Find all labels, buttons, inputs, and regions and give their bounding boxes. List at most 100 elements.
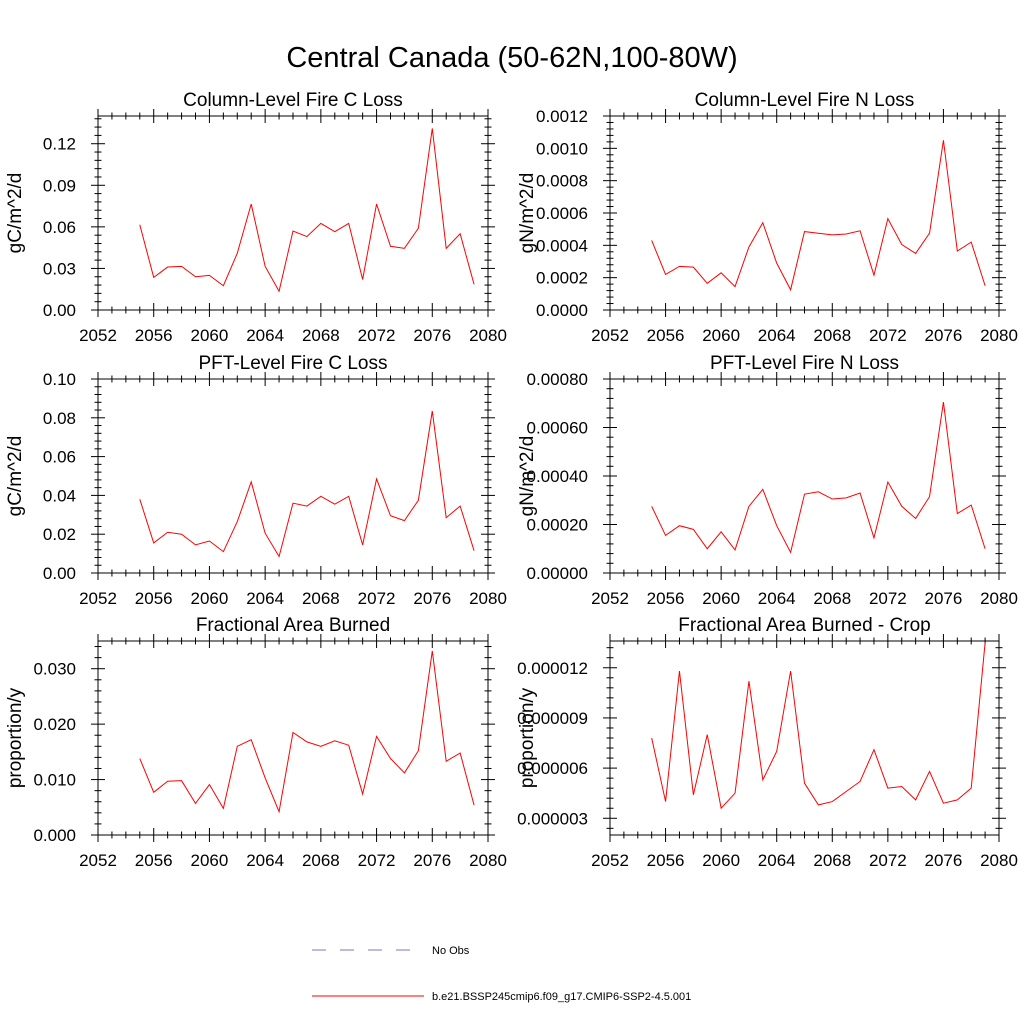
x-tick-label: 2072 [358, 326, 396, 345]
x-tick-label: 2072 [869, 326, 907, 345]
legend-label-model: b.e21.BSSP245cmip6.f09_g17.CMIP6-SSP2-4.… [432, 991, 691, 1003]
x-tick-label: 2060 [702, 589, 740, 608]
x-tick-label: 2068 [302, 589, 340, 608]
y-tick-label: 0.04 [43, 486, 76, 505]
y-tick-label: 0.0008 [536, 172, 588, 191]
y-tick-label: 0.0000 [536, 301, 588, 320]
series-line [651, 642, 986, 810]
y-tick-label: 0.010 [33, 771, 76, 790]
y-axis-label: gN/m^2/d [517, 173, 538, 254]
y-tick-label: 0.0002 [536, 269, 588, 288]
x-tick-label: 2056 [647, 589, 685, 608]
y-tick-label: 0.0004 [536, 236, 588, 255]
y-tick-label: 0.000003 [517, 809, 588, 828]
x-tick-label: 2068 [813, 851, 851, 870]
y-axis-label: gC/m^2/d [5, 436, 26, 517]
y-tick-label: 0.030 [33, 660, 76, 679]
y-tick-label: 0.000 [33, 826, 76, 845]
x-tick-label: 2064 [758, 326, 796, 345]
y-tick-label: 0.09 [43, 176, 76, 195]
x-tick-label: 2056 [135, 851, 173, 870]
y-tick-label: 0.10 [43, 370, 76, 389]
x-tick-label: 2080 [980, 326, 1018, 345]
panel-title: PFT-Level Fire N Loss [710, 353, 899, 374]
x-tick-label: 2076 [413, 589, 451, 608]
panel-5: 2052 2056 2060 2064 2068 2072 2076 2080 0.000 0.0… [5, 615, 507, 870]
y-tick-label: 0.12 [43, 135, 76, 154]
x-tick-label: 2064 [246, 326, 284, 345]
x-tick-label: 2076 [925, 326, 963, 345]
legend-label-no-obs: No Obs [432, 945, 470, 957]
y-tick-label: 0.020 [33, 715, 76, 734]
panel-3: 2052 2056 2060 2064 2068 2072 2076 2080 0.00 0.02… [5, 353, 507, 608]
x-tick-label: 2080 [980, 589, 1018, 608]
x-tick-label: 2080 [469, 851, 507, 870]
panel-2: 2052 2056 2060 2064 2068 2072 2076 2080 0.0000 0.… [517, 90, 1018, 345]
plot-frame [609, 378, 1000, 574]
x-tick-label: 2056 [647, 326, 685, 345]
x-tick-label: 2052 [79, 326, 117, 345]
figure-title: Central Canada (50-62N,100-80W) [286, 42, 737, 74]
x-tick-label: 2056 [135, 589, 173, 608]
panel-title: Column-Level Fire N Loss [695, 90, 915, 111]
y-tick-label: 0.00080 [527, 370, 588, 389]
series-line [651, 140, 986, 292]
y-tick-label: 0.000006 [517, 759, 588, 778]
x-tick-label: 2064 [758, 589, 796, 608]
panel-title: Fractional Area Burned [196, 615, 390, 636]
x-tick-label: 2060 [702, 326, 740, 345]
y-tick-label: 0.00 [43, 564, 76, 583]
x-tick-label: 2080 [469, 326, 507, 345]
x-tick-label: 2068 [813, 326, 851, 345]
plot-frame [97, 378, 489, 574]
x-tick-label: 2060 [702, 851, 740, 870]
plot-frame [609, 640, 1000, 836]
panel-title: PFT-Level Fire C Loss [199, 353, 388, 374]
y-tick-label: 0.0006 [536, 204, 588, 223]
x-tick-label: 2076 [413, 326, 451, 345]
series-line [651, 401, 986, 554]
panel-title: Fractional Area Burned - Crop [678, 615, 930, 636]
x-tick-label: 2072 [869, 589, 907, 608]
x-tick-label: 2076 [413, 851, 451, 870]
x-tick-label: 2052 [79, 851, 117, 870]
x-tick-label: 2052 [591, 851, 629, 870]
x-tick-label: 2052 [79, 589, 117, 608]
x-tick-label: 2060 [191, 851, 229, 870]
series-line [139, 128, 475, 293]
x-tick-label: 2056 [135, 326, 173, 345]
y-tick-label: 0.03 [43, 259, 76, 278]
y-axis-label: proportion/y [517, 687, 538, 788]
series-line [139, 410, 475, 558]
x-tick-label: 2060 [191, 589, 229, 608]
x-tick-label: 2076 [925, 851, 963, 870]
y-axis-label: proportion/y [5, 687, 26, 788]
x-tick-label: 2068 [813, 589, 851, 608]
x-tick-label: 2064 [758, 851, 796, 870]
panels: 2052 2056 2060 2064 2068 2072 2076 2080 0.00 0.03… [5, 90, 1018, 870]
x-tick-label: 2068 [302, 851, 340, 870]
x-tick-label: 2072 [358, 589, 396, 608]
x-tick-label: 2072 [358, 851, 396, 870]
x-tick-label: 2080 [980, 851, 1018, 870]
y-axis-label: gC/m^2/d [5, 173, 26, 254]
x-tick-label: 2064 [246, 851, 284, 870]
x-tick-label: 2080 [469, 589, 507, 608]
x-tick-label: 2068 [302, 326, 340, 345]
x-tick-label: 2056 [647, 851, 685, 870]
panel-6: 2052 2056 2060 2064 2068 2072 2076 2080 0.000003… [517, 615, 1018, 870]
panel-4: 2052 2056 2060 2064 2068 2072 2076 2080 0.00000 0… [517, 353, 1018, 608]
y-tick-label: 0.000012 [517, 659, 588, 678]
y-tick-label: 0.0012 [536, 107, 588, 126]
x-tick-label: 2072 [869, 851, 907, 870]
y-tick-label: 0.00060 [527, 419, 588, 438]
x-tick-label: 2064 [246, 589, 284, 608]
y-tick-label: 0.000009 [517, 709, 588, 728]
series-line [139, 650, 475, 814]
y-tick-label: 0.00040 [527, 467, 588, 486]
panel-title: Column-Level Fire C Loss [183, 90, 403, 111]
x-tick-label: 2052 [591, 589, 629, 608]
plot-frame [609, 115, 1000, 311]
y-tick-label: 0.00 [43, 301, 76, 320]
